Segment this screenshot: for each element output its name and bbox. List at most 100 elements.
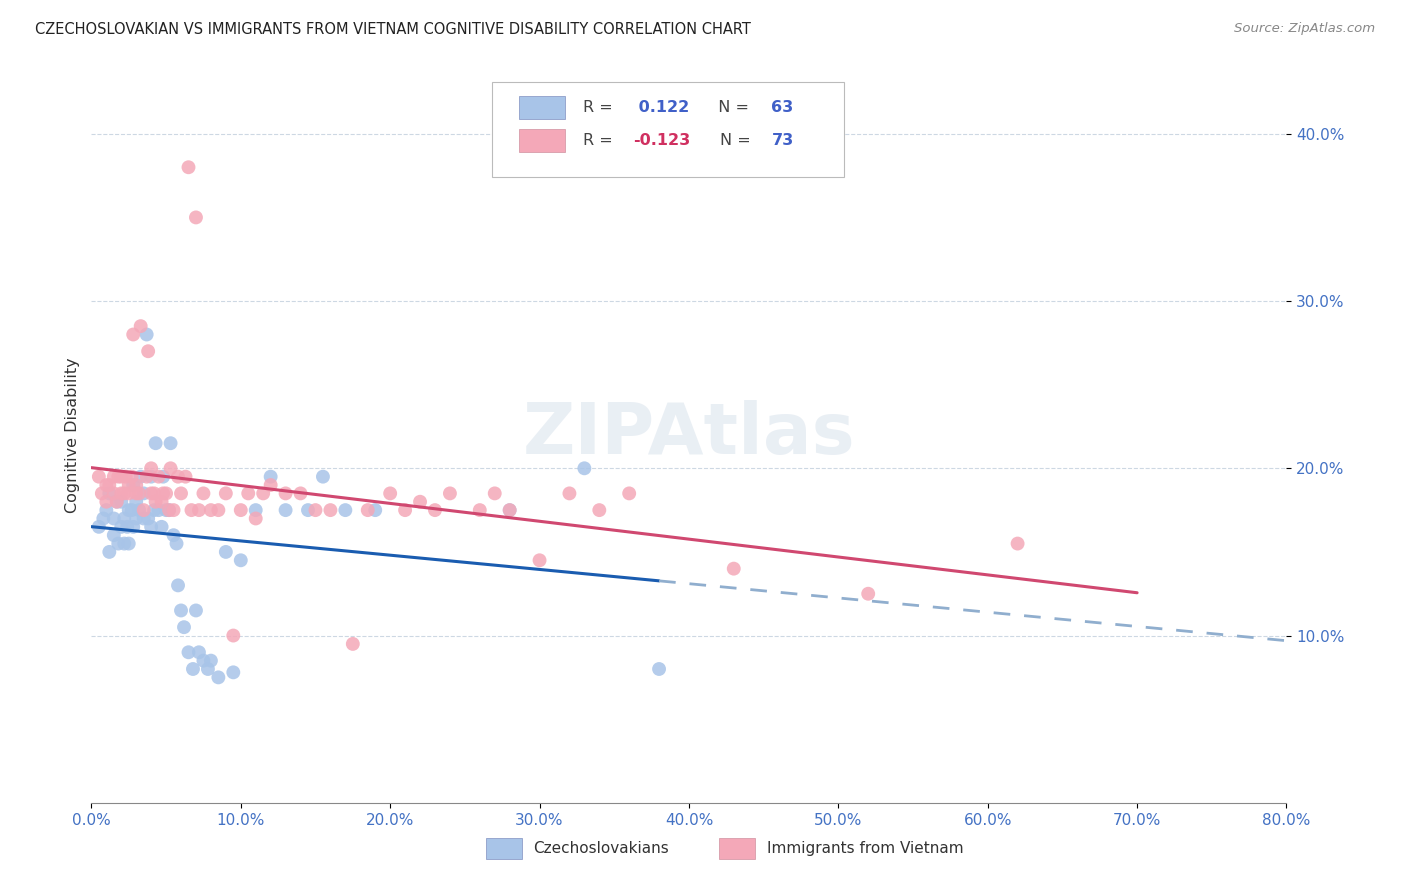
Point (150, 520, 173, 534)
FancyBboxPatch shape (486, 838, 522, 859)
Point (259, 478, 281, 492)
FancyBboxPatch shape (519, 95, 565, 120)
Text: -0.123: -0.123 (633, 133, 690, 148)
Point (439, 486, 461, 500)
Text: CZECHOSLOVAKIAN VS IMMIGRANTS FROM VIETNAM COGNITIVE DISABILITY CORRELATION CHAR: CZECHOSLOVAKIAN VS IMMIGRANTS FROM VIETN… (35, 22, 751, 37)
Point (125, 478, 148, 492)
Y-axis label: Cognitive Disability: Cognitive Disability (65, 357, 80, 513)
Point (148, 469, 170, 483)
Point (115, 520, 138, 534)
Point (96, 478, 118, 492)
Point (162, 528, 184, 542)
Point (222, 628, 245, 642)
Point (150, 494, 173, 508)
Point (122, 520, 145, 534)
Text: N =: N = (709, 100, 754, 115)
Point (499, 503, 522, 517)
Point (297, 503, 319, 517)
Point (112, 486, 135, 500)
Point (484, 486, 506, 500)
Point (170, 603, 193, 617)
Point (290, 486, 312, 500)
Point (122, 327, 145, 342)
Point (238, 486, 260, 500)
Point (90, 486, 112, 500)
Point (132, 511, 155, 525)
FancyBboxPatch shape (492, 81, 844, 178)
Point (1007, 536, 1029, 550)
Point (87, 520, 110, 534)
Point (98, 478, 121, 492)
Point (184, 211, 207, 225)
Point (121, 469, 143, 483)
Point (143, 503, 166, 517)
Point (118, 486, 141, 500)
Point (193, 654, 215, 668)
Point (180, 503, 202, 517)
Point (148, 503, 170, 517)
Point (98, 545, 121, 559)
Point (152, 486, 174, 500)
Point (110, 520, 132, 534)
Text: N =: N = (720, 133, 756, 148)
Point (105, 494, 128, 508)
Point (188, 503, 211, 517)
Point (107, 469, 129, 483)
Point (558, 486, 581, 500)
Point (215, 545, 238, 559)
Point (157, 503, 180, 517)
Point (574, 461, 596, 475)
Point (105, 494, 128, 508)
Point (588, 503, 610, 517)
Point (499, 503, 522, 517)
Point (380, 486, 402, 500)
Point (132, 486, 155, 500)
Point (723, 562, 745, 576)
Point (245, 503, 267, 517)
Point (145, 494, 167, 508)
Point (167, 469, 190, 483)
Text: Source: ZipAtlas.com: Source: ZipAtlas.com (1234, 22, 1375, 36)
Point (207, 670, 229, 684)
Text: 63: 63 (772, 100, 793, 115)
Point (259, 469, 281, 483)
Point (468, 503, 491, 517)
Point (112, 511, 135, 525)
Point (200, 654, 222, 668)
Text: R =: R = (582, 133, 617, 148)
Point (152, 469, 174, 483)
Point (181, 662, 204, 676)
Point (128, 486, 150, 500)
Point (159, 436, 181, 450)
Point (125, 511, 148, 525)
Point (229, 503, 252, 517)
Point (122, 478, 145, 492)
Point (118, 478, 141, 492)
Point (207, 503, 229, 517)
Point (96, 494, 118, 508)
Point (110, 486, 132, 500)
Point (141, 461, 163, 475)
Text: 0.122: 0.122 (633, 100, 689, 115)
Point (110, 494, 132, 508)
Point (128, 503, 150, 517)
Point (188, 645, 211, 659)
Point (129, 319, 152, 334)
Point (170, 486, 193, 500)
Point (129, 469, 152, 483)
Point (143, 486, 166, 500)
Point (118, 503, 141, 517)
Point (648, 662, 671, 676)
Point (364, 503, 387, 517)
Point (118, 536, 141, 550)
Point (87, 469, 110, 483)
Point (166, 536, 188, 550)
Point (335, 503, 357, 517)
Point (103, 469, 125, 483)
FancyBboxPatch shape (718, 838, 755, 859)
Point (167, 578, 190, 592)
Point (141, 469, 163, 483)
Point (174, 469, 197, 483)
Point (125, 494, 148, 508)
Point (155, 486, 177, 500)
